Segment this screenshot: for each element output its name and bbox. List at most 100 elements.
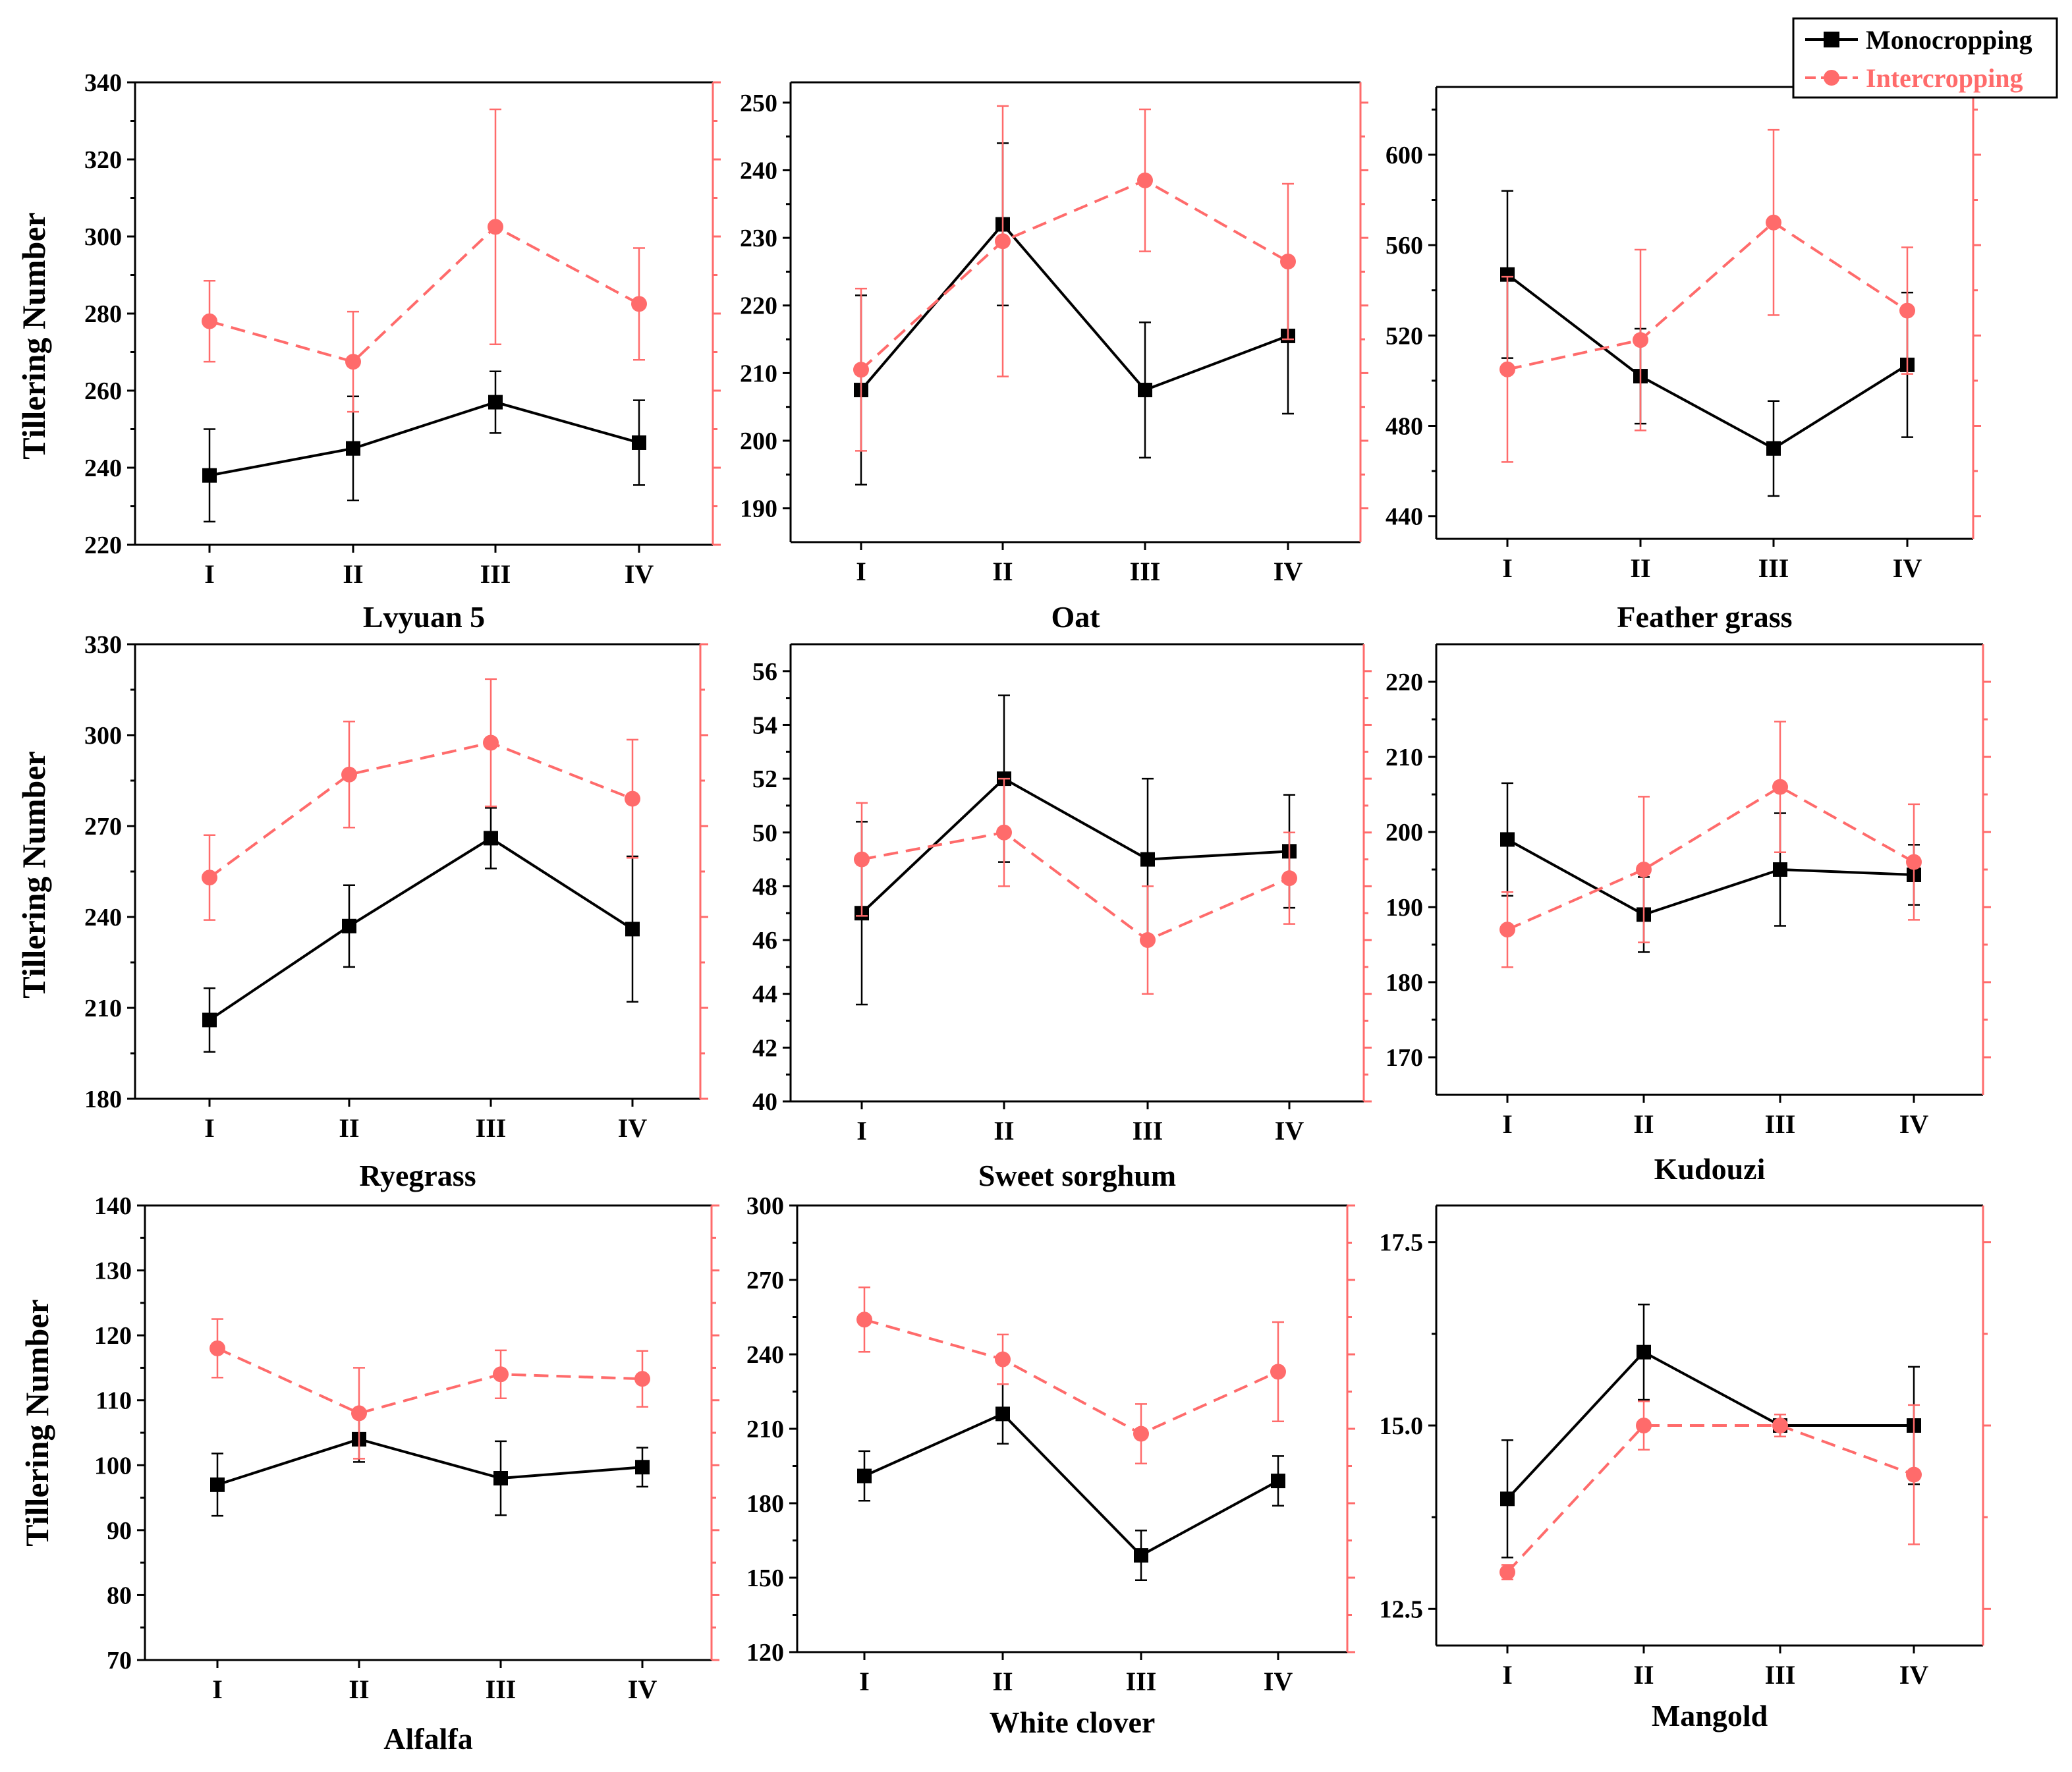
panel-title: Lvyuan 5 — [363, 600, 485, 634]
x-tick-label: I — [859, 1667, 870, 1696]
inter-point — [493, 1366, 509, 1383]
y-tick-label: 50 — [752, 819, 777, 847]
series-intercropping — [202, 678, 640, 921]
x-tick-label: II — [992, 557, 1013, 586]
mono-point — [484, 831, 498, 846]
y-axis-titles: Tillering Number Tillering Number Tillerin… — [15, 212, 55, 1546]
mono-point — [1271, 1474, 1285, 1489]
inter-point — [625, 790, 640, 807]
inter-point — [1133, 1426, 1149, 1442]
inter-line — [209, 225, 640, 364]
y-tick-label: 42 — [752, 1034, 777, 1062]
x-tick-label: IV — [625, 559, 654, 589]
mono-point — [1500, 1491, 1515, 1507]
x-tick-label: IV — [1264, 1667, 1293, 1696]
y-tick-label: 140 — [94, 1192, 132, 1220]
x-tick-label: IV — [618, 1113, 648, 1143]
y-axis-title: Tillering Number — [15, 751, 52, 998]
inter-point — [1636, 862, 1652, 877]
y-tick-label: 210 — [84, 995, 122, 1022]
y-tick-label: 240 — [746, 1341, 784, 1369]
y-tick-label: 220 — [84, 532, 122, 559]
mono-point — [1500, 832, 1515, 847]
x-tick-label: III — [486, 1675, 517, 1704]
x-tick-label: II — [992, 1667, 1013, 1696]
mono-line — [1506, 273, 1909, 451]
legend-inter-marker — [1824, 70, 1839, 86]
inter-point — [631, 296, 647, 312]
y-tick-label: 150 — [746, 1564, 784, 1592]
y-tick-label: 210 — [746, 1416, 784, 1443]
y-tick-label: 120 — [94, 1322, 132, 1350]
inter-point — [1280, 254, 1296, 270]
mono-line — [1507, 838, 1915, 916]
y-tick-label: 440 — [1386, 503, 1423, 531]
y-axis-title: Tillering Number — [15, 212, 52, 459]
mono-line — [208, 837, 634, 1022]
y-tick-label: 90 — [107, 1517, 132, 1545]
panel-title: Feather grass — [1617, 600, 1792, 634]
inter-line — [1506, 1424, 1915, 1574]
y-tick-label: 280 — [84, 300, 122, 328]
y-tick-label: 48 — [752, 873, 777, 900]
y-tick-label: 190 — [740, 495, 777, 523]
mono-point — [1138, 383, 1152, 398]
mono-point — [857, 1468, 872, 1483]
y-tick-label: 260 — [84, 377, 122, 405]
mono-line — [217, 1437, 643, 1486]
inter-point — [1137, 172, 1153, 188]
y-axis-title: Tillering Number — [18, 1299, 55, 1546]
y-tick-label: 200 — [740, 428, 777, 455]
x-tick-label: I — [856, 1116, 867, 1146]
series-intercropping — [1499, 1400, 1922, 1581]
inter-line — [861, 831, 1290, 942]
x-tick-label: III — [1130, 557, 1161, 586]
inter-point — [351, 1405, 367, 1422]
inter-point — [634, 1371, 650, 1387]
inter-line — [1507, 221, 1909, 371]
mono-line — [1506, 1350, 1914, 1500]
inter-point — [1899, 302, 1915, 319]
y-tick-label: 200 — [1386, 819, 1423, 846]
x-tick-label: II — [1633, 1109, 1654, 1139]
x-tick-label: I — [204, 1113, 215, 1143]
series-monocropping — [1500, 782, 1921, 953]
x-tick-label: IV — [1899, 1660, 1929, 1690]
y-tick-label: 520 — [1386, 322, 1423, 350]
series-intercropping — [856, 1287, 1286, 1464]
series-monocropping — [1500, 1304, 1921, 1559]
x-tick-label: I — [1502, 553, 1513, 583]
legend: Monocropping Intercropping — [1792, 17, 2058, 99]
y-tick-label: 52 — [752, 765, 777, 793]
x-tick-label: IV — [628, 1675, 658, 1704]
series-monocropping — [210, 1416, 650, 1517]
series-intercropping — [210, 1318, 650, 1460]
mono-point — [1773, 862, 1787, 877]
mono-point — [1637, 1344, 1651, 1360]
y-tick-label: 190 — [1386, 894, 1423, 922]
inter-point — [853, 362, 869, 378]
mono-point — [342, 918, 356, 933]
series-intercropping — [1499, 128, 1915, 463]
x-tick-label: IV — [1275, 1116, 1304, 1146]
y-tick-label: 130 — [94, 1258, 132, 1285]
inter-line — [208, 741, 633, 879]
x-tick-label: IV — [1893, 553, 1922, 583]
y-tick-label: 46 — [752, 927, 777, 955]
x-tick-label: I — [856, 557, 866, 586]
x-tick-label: II — [994, 1116, 1014, 1146]
mono-point — [493, 1471, 508, 1485]
y-tick-label: 220 — [740, 292, 777, 320]
mono-line — [209, 401, 640, 477]
inter-point — [995, 1351, 1011, 1368]
x-tick-label: I — [212, 1675, 223, 1704]
x-tick-label: IV — [1899, 1109, 1929, 1139]
inter-point — [1636, 1418, 1652, 1433]
inter-point — [202, 313, 217, 329]
mono-line — [860, 777, 1290, 914]
x-tick-label: III — [480, 559, 511, 589]
y-tick-label: 250 — [740, 90, 777, 117]
y-tick-label: 240 — [740, 157, 777, 184]
y-tick-label: 210 — [740, 360, 777, 387]
